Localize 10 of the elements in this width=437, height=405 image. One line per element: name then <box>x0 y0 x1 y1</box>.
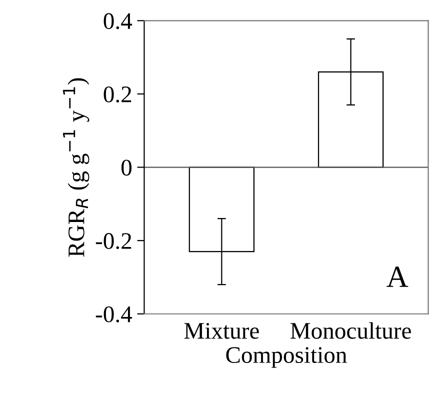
y-tick-label: 0.2 <box>104 86 132 102</box>
y-tick-label: 0 <box>122 160 132 176</box>
y-tick-label: -0.2 <box>96 233 132 250</box>
y-tick-label: 0.4 <box>104 13 132 30</box>
y-tick-label: -0.4 <box>96 306 132 322</box>
x-tick-label: Monoculture <box>290 322 411 339</box>
y-axis-title: RGR$_{R}$ (g g$^{−1}$ y$^{−1}$) <box>63 78 90 257</box>
annotation: A <box>386 266 408 287</box>
x-axis-title: Composition <box>226 347 347 368</box>
x-tick-label: Mixture <box>184 322 259 339</box>
